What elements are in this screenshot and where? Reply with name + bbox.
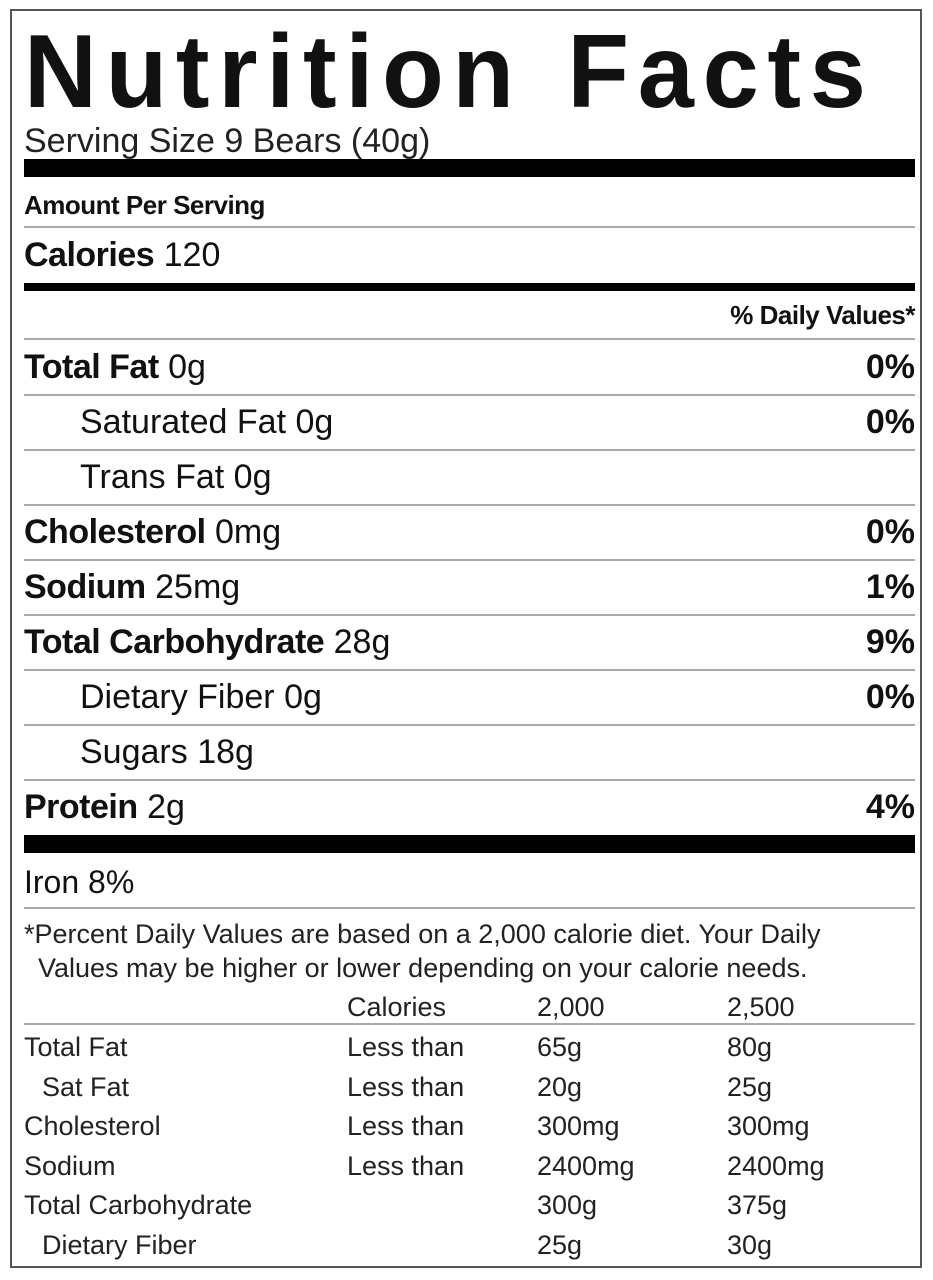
nutrient-amount: 0g (284, 678, 322, 716)
nutrient-amount: 0g (295, 403, 334, 441)
table-cell: Less than (347, 1071, 465, 1102)
nutrient-daily-value: 9% (865, 623, 915, 661)
nutrient-name: Total Fat (24, 348, 159, 386)
table-row: Dietary Fiber 25g 30g (24, 1226, 915, 1264)
thick-divider (24, 159, 915, 177)
table-cell: 25g (537, 1229, 583, 1260)
nutrient-row: Protein 2g 4% (24, 781, 915, 834)
nutrient-amount: 25mg (155, 568, 241, 606)
divider (24, 394, 915, 396)
table-cell: 20g (537, 1071, 583, 1102)
table-row: Total Carbohydrate 300g 375g (24, 1186, 915, 1224)
thick-divider (24, 835, 915, 853)
table-cell: 2,500 (727, 992, 795, 1022)
table-cell: 2400mg (537, 1150, 635, 1181)
nutrient-row: Dietary Fiber 0g 0% (24, 671, 915, 724)
table-row: Sat Fat Less than 20g 25g (24, 1068, 915, 1106)
nutrient-row: Total Carbohydrate 28g 9% (24, 616, 915, 669)
nutrient-row: Trans Fat 0g (24, 451, 915, 504)
table-row: Sodium Less than 2400mg 2400mg (24, 1147, 915, 1185)
table-cell: 30g (727, 1229, 773, 1260)
table-cell: Less than (347, 1111, 465, 1141)
nutrient-daily-value: 4% (865, 788, 915, 826)
nutrient-daily-value: 0% (865, 678, 915, 716)
table-row: Total Fat Less than 65g 80g (24, 1028, 915, 1066)
table-cell: 2400mg (727, 1150, 825, 1181)
nutrient-name: Sodium (24, 568, 146, 606)
label-title: Nutrition Facts (24, 17, 875, 127)
nutrient-name: Trans Fat (80, 458, 225, 496)
table-cell: 300mg (537, 1111, 620, 1141)
divider (24, 724, 915, 726)
nutrient-row: Sodium 25mg 1% (24, 561, 915, 614)
vitamins-row: Iron 8% (24, 857, 915, 907)
table-cell: Cholesterol (24, 1111, 161, 1141)
table-cell: Dietary Fiber (42, 1229, 197, 1260)
divider (24, 504, 915, 506)
nutrient-name: Total Carbohydrate (24, 623, 325, 661)
title-word-1: Nutrition (24, 14, 523, 130)
calories-row: Calories 120 (24, 229, 915, 281)
calories-label: Calories (24, 235, 155, 274)
nutrient-row: Sugars 18g (24, 726, 915, 779)
nutrient-row: Saturated Fat 0g 0% (24, 396, 915, 449)
divider (24, 779, 915, 781)
table-cell: Less than (347, 1032, 465, 1062)
nutrient-daily-value: 0% (865, 403, 915, 441)
table-cell: Total Carbohydrate (24, 1190, 253, 1220)
table-cell: 25g (727, 1071, 773, 1102)
nutrient-name: Dietary Fiber (80, 678, 275, 716)
table-cell: 80g (727, 1032, 773, 1062)
medium-divider (24, 283, 915, 291)
nutrition-facts-label: Nutrition Facts Serving Size 9 Bears (40g… (10, 9, 922, 1268)
amount-per-serving: Amount Per Serving (24, 190, 265, 220)
table-cell: Sodium (24, 1150, 116, 1181)
nutrient-daily-value: 1% (865, 568, 915, 606)
nutrient-amount: 2g (147, 788, 185, 826)
table-cell: Total Fat (24, 1032, 128, 1062)
nutrient-row: Total Fat 0g 0% (24, 341, 915, 394)
nutrient-name: Protein (24, 788, 138, 826)
nutrient-name: Cholesterol (24, 513, 206, 551)
divider (24, 907, 915, 909)
divider (24, 226, 915, 228)
divider (24, 338, 915, 340)
divider (24, 449, 915, 451)
nutrient-amount: 0mg (215, 513, 282, 551)
table-cell: 300g (537, 1190, 598, 1220)
serving-size: Serving Size 9 Bears (40g) (24, 122, 431, 160)
title-word-2: Facts (567, 14, 875, 130)
footnote-line-1: *Percent Daily Values are based on a 2,0… (24, 919, 821, 949)
nutrient-name: Saturated Fat (80, 403, 287, 441)
table-cell: 300mg (727, 1111, 810, 1141)
nutrient-daily-value: 0% (865, 513, 915, 551)
divider (24, 559, 915, 561)
footnote-line-2: Values may be higher or lower depending … (38, 953, 808, 983)
nutrient-name: Sugars (80, 733, 188, 771)
divider (24, 669, 915, 671)
table-cell: 375g (727, 1190, 788, 1220)
nutrient-daily-value: 0% (865, 348, 915, 386)
nutrient-amount: 0g (233, 458, 272, 496)
table-cell: 2,000 (537, 992, 605, 1022)
table-cell: Calories (347, 992, 447, 1022)
table-header: Calories 2,000 2,500 (24, 988, 915, 1026)
table-cell: Less than (347, 1150, 465, 1181)
daily-values-header: % Daily Values* (730, 300, 915, 330)
iron-value: Iron 8% (24, 863, 135, 900)
nutrient-amount: 0g (168, 348, 206, 386)
nutrient-amount: 18g (197, 733, 254, 771)
nutrient-amount: 28g (333, 623, 391, 661)
divider (24, 614, 915, 616)
table-cell: Sat Fat (42, 1071, 130, 1102)
table-cell: 65g (537, 1032, 583, 1062)
table-row: Cholesterol Less than 300mg 300mg (24, 1107, 915, 1145)
nutrient-row: Cholesterol 0mg 0% (24, 506, 915, 559)
calories-value: 120 (163, 235, 221, 274)
table-divider (24, 1023, 915, 1025)
